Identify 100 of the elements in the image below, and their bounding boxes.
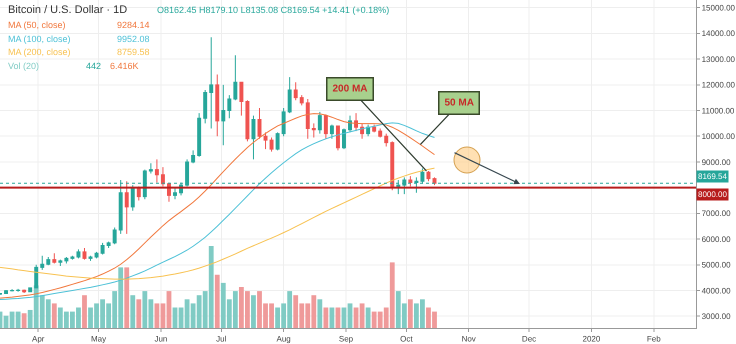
text: MA (100, close) [8, 34, 71, 44]
y-tick-label: 14000.00 [702, 29, 736, 38]
x-tick-label: Apr [32, 334, 45, 344]
candlestick [88, 255, 92, 262]
candlestick [22, 288, 26, 294]
text: MA (200, close) [8, 47, 71, 57]
candlestick [239, 82, 244, 116]
candlestick [215, 74, 220, 137]
bar [408, 299, 413, 328]
x-tick-label: Dec [522, 334, 536, 344]
candlestick [408, 176, 412, 187]
bar [329, 308, 334, 328]
y-tick-label: 3000.00 [702, 312, 732, 321]
candlestick [124, 180, 129, 234]
annotation: 9952.08 [117, 34, 150, 44]
candlestick [251, 115, 256, 160]
bar [366, 308, 371, 328]
candlestick [191, 150, 196, 164]
annotation: 442 [86, 61, 102, 71]
candlestick [348, 115, 352, 133]
candlestick [58, 259, 62, 267]
candlestick [82, 248, 86, 260]
text: O8162.45 H8179.10 L8135.08 C8169.54 +14.41 (+0.18%) [157, 5, 390, 15]
candlestick [100, 242, 105, 255]
candlestick [270, 137, 274, 152]
candlestick [52, 252, 56, 264]
candlestick [300, 94, 304, 106]
candlestick [136, 186, 141, 201]
candlestick [4, 289, 8, 294]
candlestick [70, 255, 74, 260]
x-tick-label: Nov [462, 334, 476, 344]
ref-line-label: 8000.00 [698, 190, 728, 199]
candlestick [426, 170, 430, 182]
candlestick [209, 36, 214, 130]
candlestick [288, 76, 292, 114]
x-tick-label: 2020 [582, 334, 601, 344]
y-tick-label: 6000.00 [702, 234, 732, 244]
ref-line-label: 8169.54 [698, 172, 728, 181]
x-tick-label: Sep [338, 334, 354, 344]
candlestick [28, 286, 32, 293]
y-tick-label: 13000.00 [702, 54, 736, 64]
candlestick [354, 112, 358, 132]
candlestick [16, 288, 20, 292]
candlestick [106, 241, 111, 249]
bar [323, 308, 328, 328]
candlestick [258, 107, 262, 140]
bar [214, 274, 220, 328]
candlestick [384, 133, 388, 148]
y-tick-label: 12000.00 [702, 80, 736, 90]
candlestick [432, 176, 436, 186]
candlestick [221, 84, 226, 146]
y-tick-label: 11000.00 [702, 106, 735, 116]
candlestick [264, 132, 268, 150]
candlestick [330, 124, 334, 140]
candlestick [245, 100, 250, 142]
candlestick [233, 54, 238, 101]
candlestick [40, 255, 44, 270]
x-tick-label: Feb [646, 334, 662, 344]
candlestick [336, 125, 340, 151]
candlestick [372, 124, 376, 133]
candlestick [46, 256, 50, 266]
text: MA (50, close) [8, 20, 66, 30]
annotation: 200 MA [332, 84, 368, 94]
candlestick [312, 122, 316, 138]
annotation: 50 MA [444, 98, 474, 108]
candlestick [94, 251, 99, 259]
candlestick [112, 226, 117, 245]
candlestick [160, 166, 165, 187]
annotation: 9284.14 [117, 20, 150, 30]
x-tick-label: Oct [400, 334, 414, 344]
candlestick [360, 122, 364, 140]
candlestick [203, 89, 208, 124]
candlestick [197, 112, 202, 158]
candlestick [154, 158, 159, 184]
candlestick [173, 187, 177, 200]
candlestick [324, 114, 328, 140]
bar [336, 308, 340, 328]
bar [251, 295, 256, 328]
candlestick [64, 256, 68, 264]
x-tick-label: Aug [276, 334, 291, 344]
x-tick-label: Jun [154, 334, 168, 344]
y-tick-label: 7000.00 [702, 209, 732, 218]
y-tick-label: 5000.00 [702, 260, 732, 270]
bar [52, 303, 57, 328]
candlestick [76, 248, 80, 259]
candlestick [276, 132, 280, 151]
y-tick-label: 15000.00 [702, 4, 736, 13]
annotation: 8759.58 [117, 47, 150, 57]
bar [22, 313, 27, 328]
candlestick [306, 98, 310, 140]
line-series [0, 168, 435, 280]
x-tick-label: May [91, 334, 106, 344]
y-tick-label: 10000.00 [702, 132, 736, 142]
chart-title: Bitcoin / U.S. Dollar · 1D [8, 4, 128, 16]
candlestick [294, 82, 298, 101]
text: Vol (20) [8, 61, 40, 71]
y-tick-label: 4000.00 [702, 286, 732, 296]
candlestick [378, 128, 382, 138]
bar [124, 267, 130, 328]
bar [82, 295, 87, 328]
